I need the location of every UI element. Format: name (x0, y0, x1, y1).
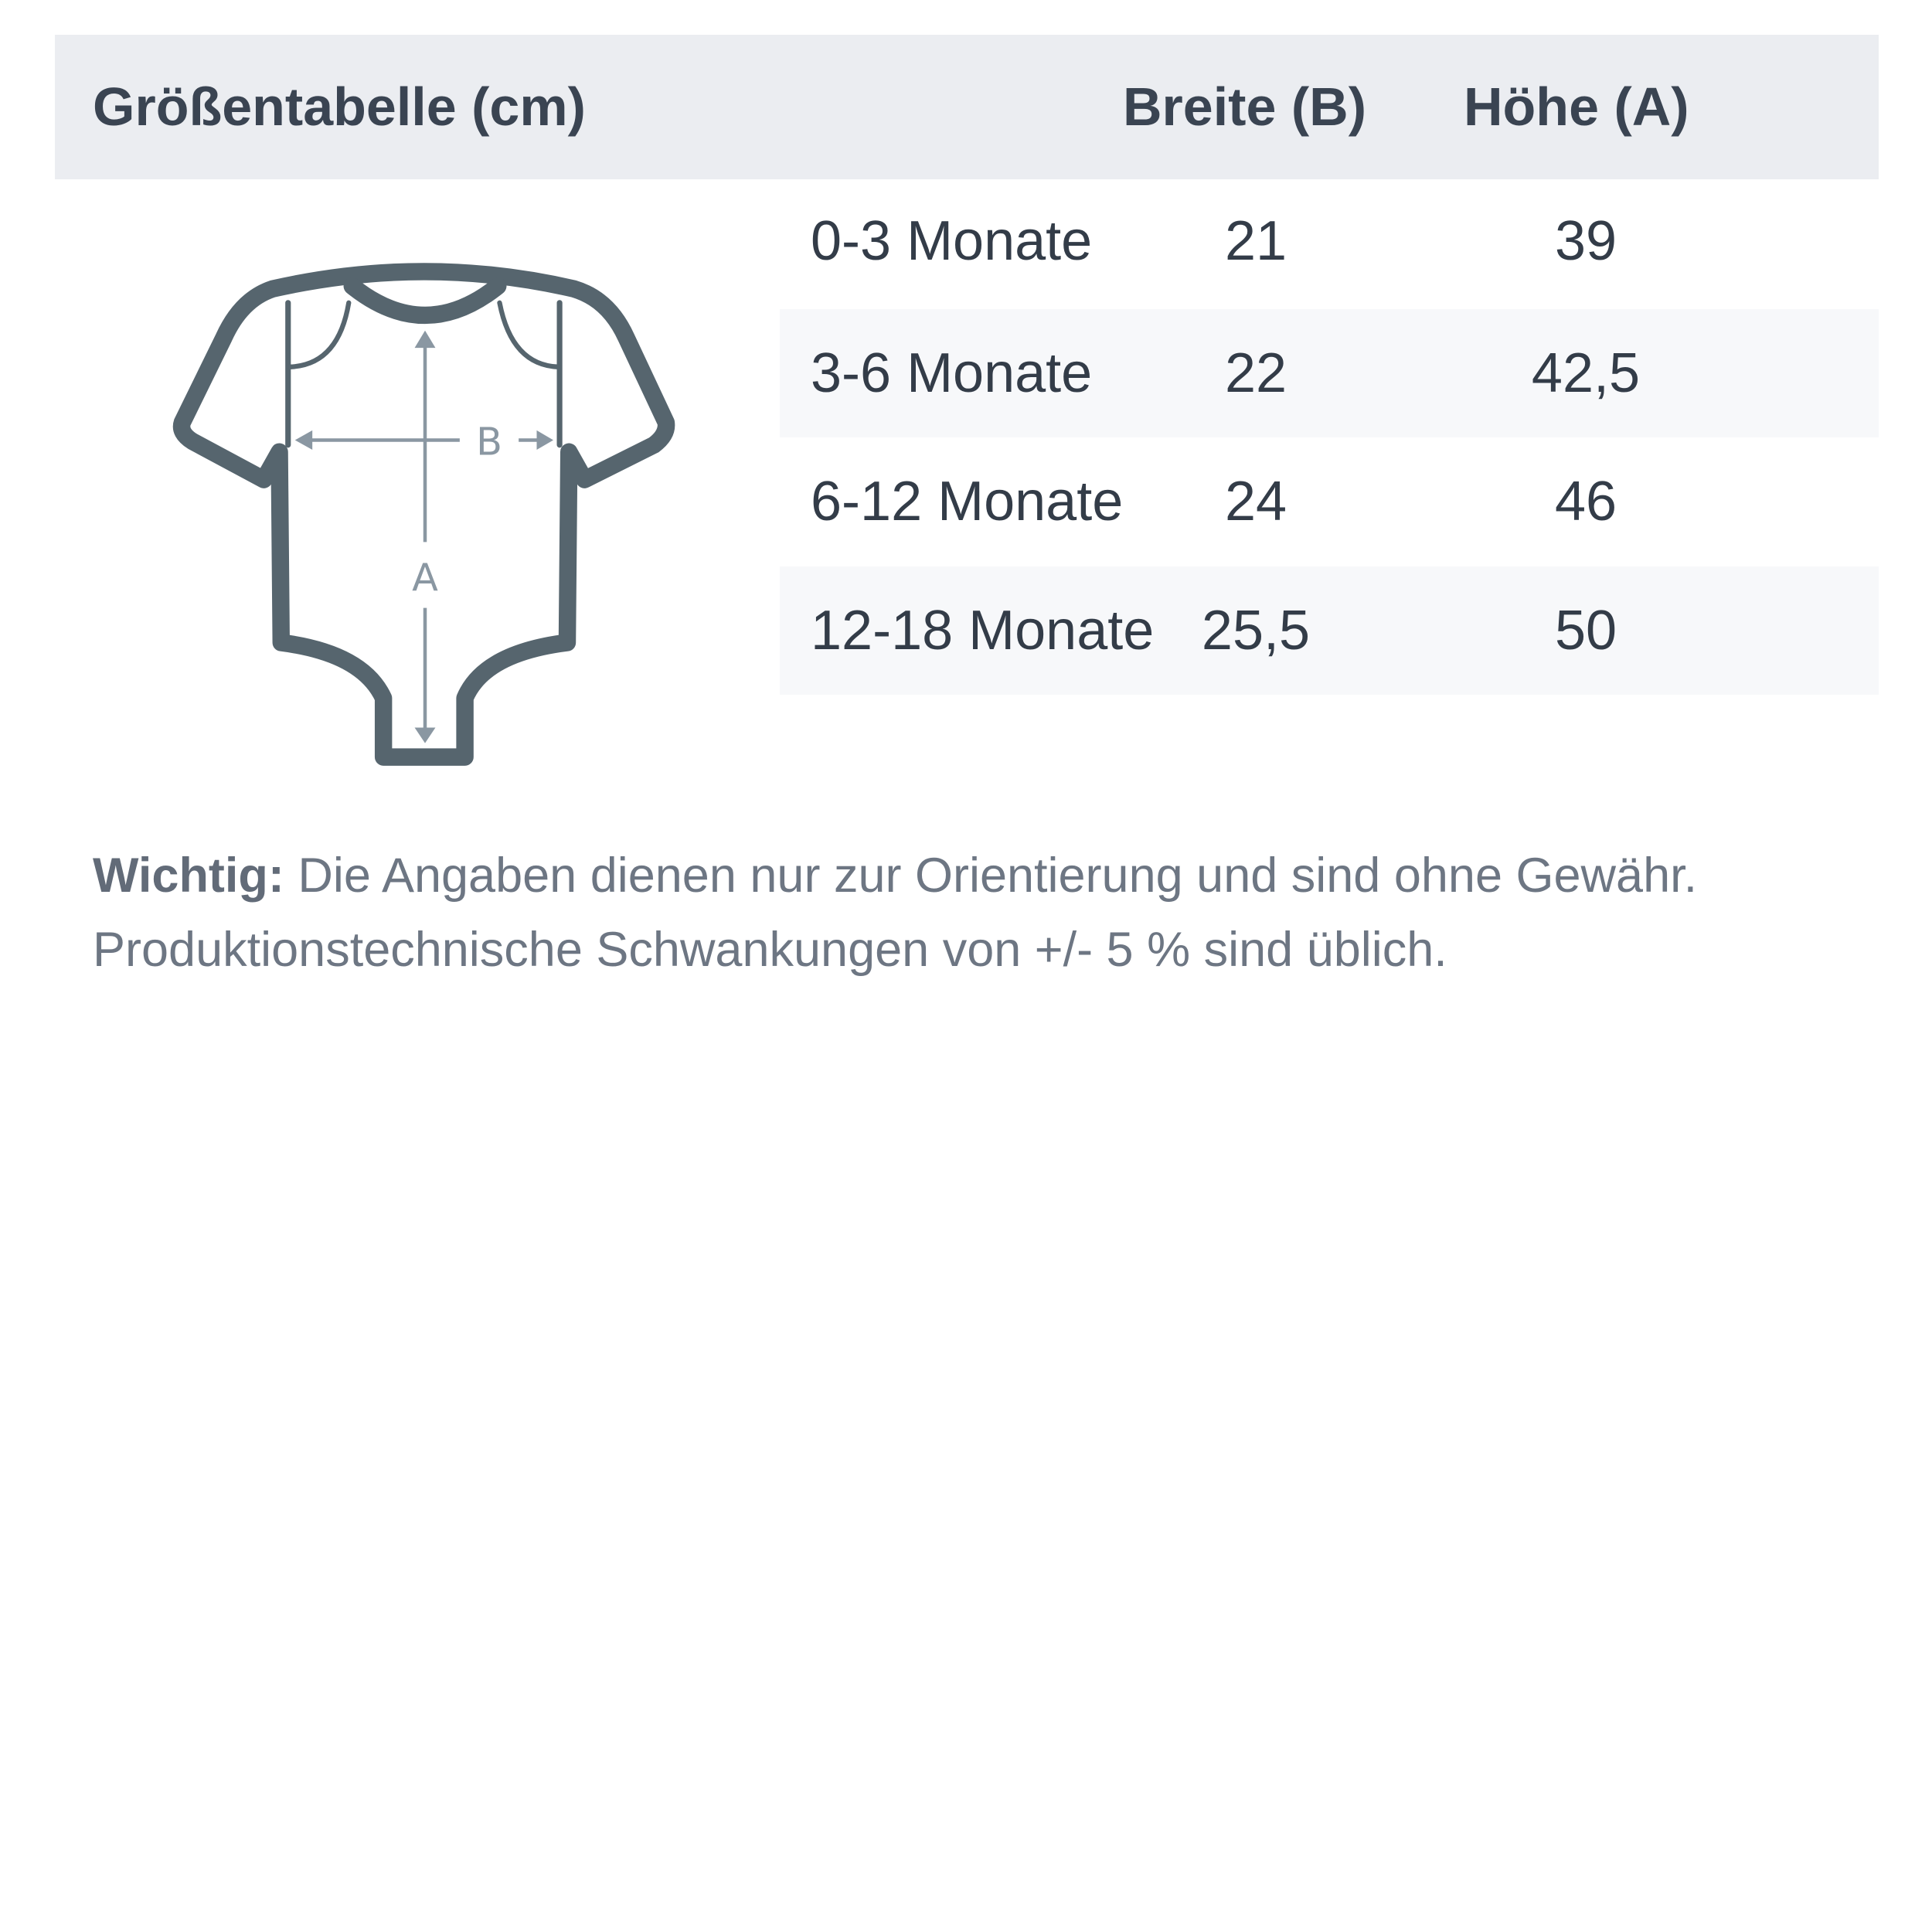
width-value: 25,5 (1201, 600, 1311, 662)
width-label: B (476, 419, 502, 464)
size-label: 3-6 Monate (811, 342, 1093, 404)
note-line-1: Die Angaben dienen nur zur Orientierung … (284, 849, 1698, 903)
width-value: 24 (1224, 471, 1287, 532)
column-header-width: Breite (B) (1123, 77, 1367, 137)
table-row: 6-12 Monate 24 46 (780, 437, 1879, 566)
height-value: 42,5 (1531, 342, 1641, 404)
size-label: 0-3 Monate (811, 210, 1093, 272)
width-value: 21 (1224, 210, 1287, 272)
baby-bodysuit-icon: B A (172, 263, 675, 766)
column-header-height: Höhe (A) (1464, 77, 1689, 137)
note-line-2: Produktionstechnische Schwankungen von +… (93, 923, 1447, 977)
note-bold-label: Wichtig: (93, 849, 284, 903)
height-label: A (412, 555, 438, 600)
disclaimer-note: Wichtig: Die Angaben dienen nur zur Orie… (93, 838, 1893, 987)
table-row: 0-3 Monate 21 39 (780, 177, 1879, 305)
size-label: 6-12 Monate (811, 471, 1124, 532)
table-row: 12-18 Monate 25,5 50 (780, 566, 1879, 695)
height-value: 39 (1554, 210, 1617, 272)
size-label: 12-18 Monate (811, 600, 1155, 662)
table-header: Größentabelle (cm) Breite (B) Höhe (A) (55, 35, 1879, 179)
height-value: 50 (1554, 600, 1617, 662)
table-row: 3-6 Monate 22 42,5 (780, 309, 1879, 437)
width-value: 22 (1224, 342, 1287, 404)
height-value: 46 (1554, 471, 1617, 532)
table-title: Größentabelle (cm) (93, 77, 586, 137)
